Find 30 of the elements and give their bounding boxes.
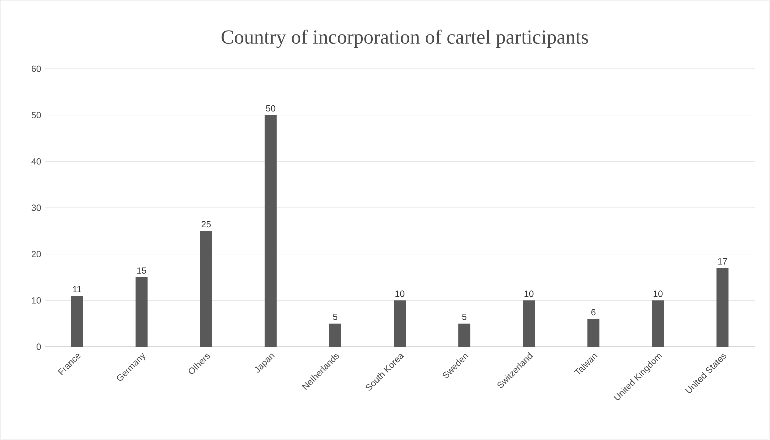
data-label: 25: [202, 221, 211, 228]
bar: [652, 300, 664, 347]
y-tick-label: 10: [32, 297, 42, 304]
bar: [716, 268, 729, 347]
bar: [136, 277, 148, 347]
bar: [329, 324, 342, 347]
bar: [394, 300, 406, 347]
data-label: 5: [462, 314, 467, 320]
data-label: 6: [592, 309, 596, 316]
data-label: 10: [524, 290, 534, 298]
bar: [458, 324, 471, 347]
data-label: 15: [138, 268, 146, 274]
data-label: 10: [654, 290, 663, 298]
y-tick-label: 60: [32, 66, 42, 72]
data-label: 10: [396, 290, 405, 298]
data-label: 5: [333, 314, 338, 320]
bar: [71, 296, 84, 347]
y-tick-label: 0: [36, 344, 42, 350]
data-label: 11: [73, 286, 82, 292]
y-tick-label: 20: [32, 251, 42, 258]
bar: [523, 300, 536, 347]
bar: [200, 231, 212, 347]
y-tick-label: 50: [32, 112, 42, 119]
data-label: 50: [266, 105, 276, 112]
data-label: 17: [718, 258, 728, 265]
bar: [588, 319, 600, 347]
bar: [264, 115, 277, 347]
y-tick-label: 30: [32, 204, 42, 212]
chart-title: Country of incorporation of cartel participants: [222, 30, 588, 48]
y-tick-label: 40: [32, 158, 42, 165]
